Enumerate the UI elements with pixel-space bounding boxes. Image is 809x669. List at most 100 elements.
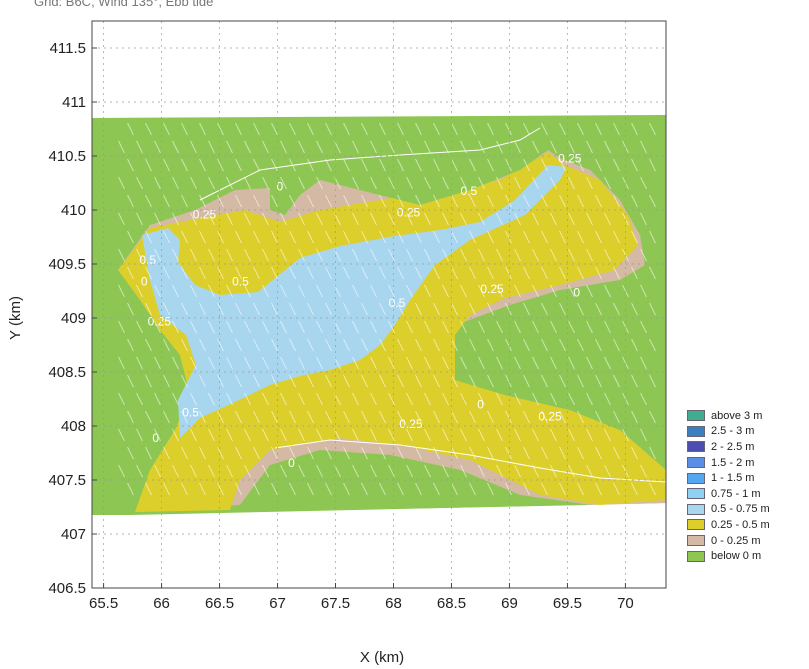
wind-arrow — [352, 248, 359, 262]
wind-arrow — [343, 302, 350, 316]
legend-item: 1.5 - 2 m — [687, 455, 770, 471]
wind-arrow — [379, 266, 386, 280]
wind-arrow — [604, 284, 611, 298]
wind-arrow — [595, 230, 602, 244]
wind-arrow — [289, 302, 296, 316]
wind-arrow — [469, 266, 476, 280]
wind-arrow — [586, 284, 593, 298]
wind-arrow — [640, 356, 647, 370]
wind-arrow — [397, 338, 404, 352]
wind-arrow — [433, 266, 440, 280]
wind-arrow — [226, 140, 233, 154]
wind-arrow — [163, 230, 170, 244]
contour-label: 0.25 — [558, 151, 582, 165]
wind-arrow — [145, 158, 152, 172]
wind-arrow — [280, 284, 287, 298]
y-axis: 406.5 407 407.5 408 408.5 409 409.5 410 410.5 411… — [48, 40, 97, 597]
wind-arrow — [604, 428, 611, 442]
wind-arrow — [316, 212, 323, 226]
legend-swatch — [687, 472, 705, 484]
wind-arrow — [226, 248, 233, 262]
wind-arrow — [163, 302, 170, 316]
wind-arrow — [172, 284, 179, 298]
wind-arrow — [154, 176, 161, 190]
wind-arrow — [289, 266, 296, 280]
wind-arrow — [496, 212, 503, 226]
wind-arrow — [181, 194, 188, 208]
wind-arrow — [433, 194, 440, 208]
wind-arrow — [172, 248, 179, 262]
wind-arrow — [217, 194, 224, 208]
wind-arrow — [397, 446, 404, 460]
wind-arrow — [208, 464, 215, 478]
wind-arrow — [334, 356, 341, 370]
y-tick-label: 409.5 — [48, 256, 86, 273]
wind-arrow — [370, 464, 377, 478]
wind-arrow — [262, 248, 269, 262]
wind-arrow — [253, 158, 260, 172]
wind-arrow — [424, 428, 431, 442]
wind-arrow — [370, 356, 377, 370]
wind-arrow — [631, 446, 638, 460]
legend-swatch — [687, 410, 705, 422]
contour-label: 0 — [573, 285, 580, 299]
wind-arrow — [136, 176, 143, 190]
wind-arrow — [262, 320, 269, 334]
wind-arrow — [433, 158, 440, 172]
wind-arrow — [541, 482, 548, 496]
wind-arrow — [424, 140, 431, 154]
wind-arrow — [235, 446, 242, 460]
wind-arrow — [145, 482, 152, 496]
wind-arrow — [370, 176, 377, 190]
wind-arrow — [307, 122, 314, 136]
wind-arrow — [433, 338, 440, 352]
wind-arrow — [586, 176, 593, 190]
wind-arrow — [136, 320, 143, 334]
wind-arrow — [532, 356, 539, 370]
x-tick-label: 66 — [153, 595, 170, 612]
wind-arrow — [541, 230, 548, 244]
wind-arrow — [577, 302, 584, 316]
wind-arrow — [181, 158, 188, 172]
wind-arrow — [586, 320, 593, 334]
wind-arrow — [523, 122, 530, 136]
legend-label: 1.5 - 2 m — [711, 456, 755, 469]
wind-arrow — [478, 356, 485, 370]
wind-arrow — [505, 230, 512, 244]
wind-arrow — [406, 248, 413, 262]
wind-arrow — [199, 266, 206, 280]
wind-arrow — [487, 446, 494, 460]
wind-arrow — [244, 176, 251, 190]
wind-arrow — [190, 392, 197, 406]
wind-arrow — [415, 194, 422, 208]
wind-arrow — [433, 482, 440, 496]
wind-arrow — [190, 320, 197, 334]
contour-label: 0.5 — [139, 253, 156, 267]
wind-arrow — [631, 302, 638, 316]
wind-arrow — [451, 302, 458, 316]
wind-arrow — [217, 230, 224, 244]
wind-arrow — [550, 392, 557, 406]
wind-arrow — [487, 122, 494, 136]
wind-arrow — [127, 302, 134, 316]
wind-arrow — [352, 320, 359, 334]
wind-arrow — [505, 482, 512, 496]
wind-arrow — [451, 374, 458, 388]
legend-label: 0.75 - 1 m — [711, 487, 761, 500]
legend-label: below 0 m — [711, 550, 762, 563]
wind-arrow — [397, 122, 404, 136]
wind-arrow — [307, 482, 314, 496]
wind-arrow — [550, 176, 557, 190]
wind-arrow — [280, 212, 287, 226]
wind-arrow — [271, 302, 278, 316]
y-tick-label: 407.5 — [48, 472, 86, 489]
wind-arrow — [577, 122, 584, 136]
x-tick-label: 68 — [385, 595, 402, 612]
wind-arrow — [496, 248, 503, 262]
wind-arrow — [262, 428, 269, 442]
wind-arrow — [442, 320, 449, 334]
wind-arrow — [352, 392, 359, 406]
wind-arrow — [307, 446, 314, 460]
wind-arrow — [568, 320, 575, 334]
wind-arrow — [649, 122, 656, 136]
